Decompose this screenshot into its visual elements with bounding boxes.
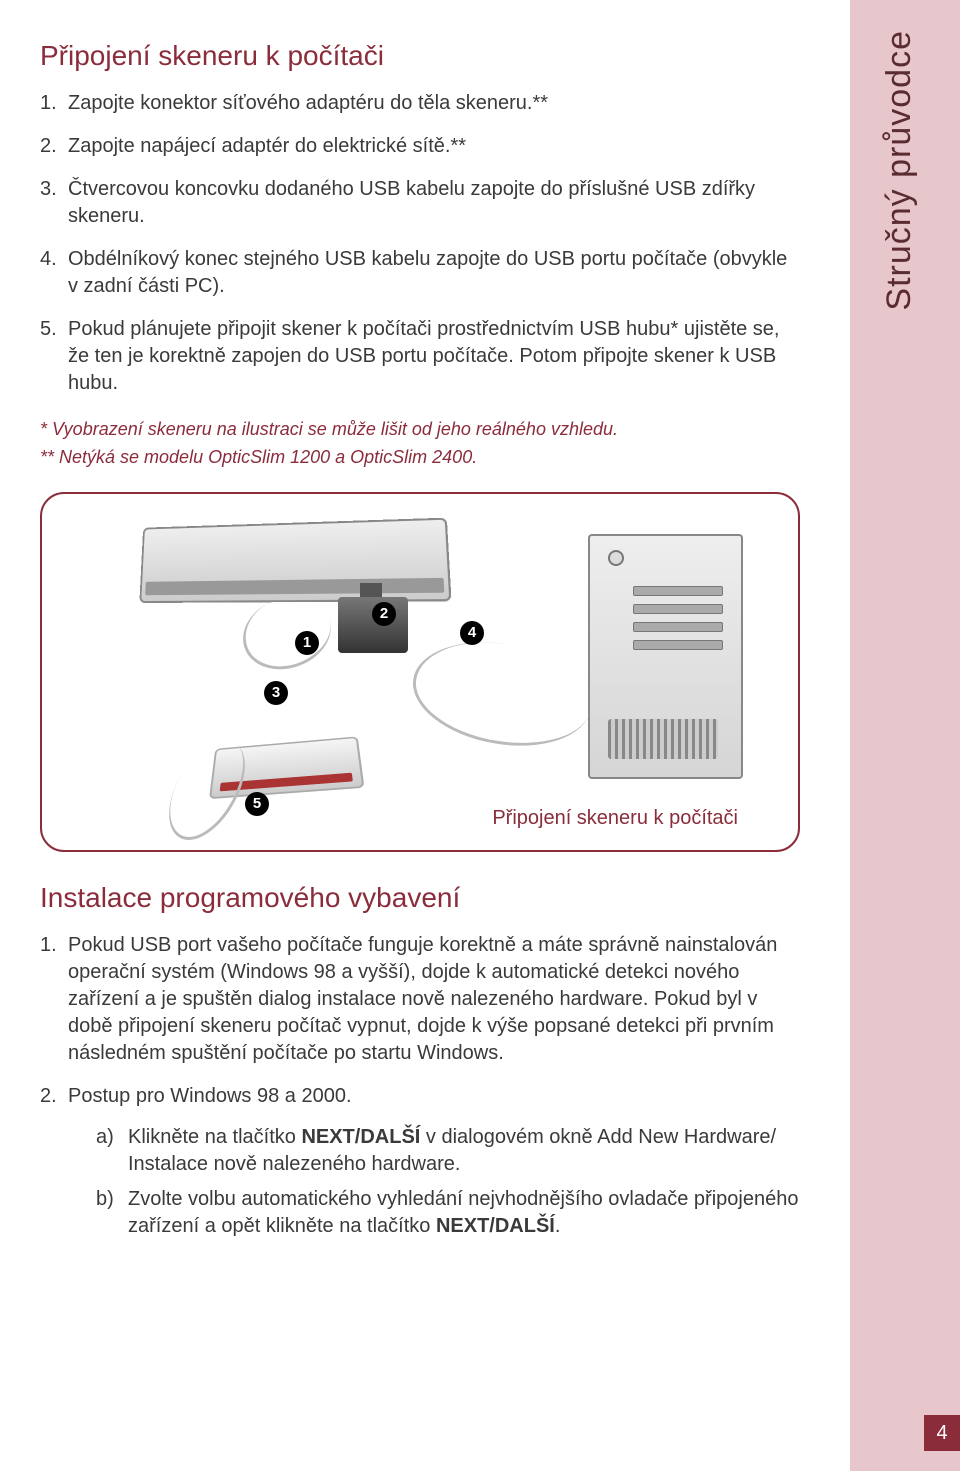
diagram-badge-5: 5 [245,792,269,816]
install-steps-list: Pokud USB port vašeho počítače funguje k… [40,932,800,1240]
connection-diagram: 1 2 3 4 5 Připojení skeneru k počítači [40,492,800,852]
sub-steps-list: a) Klikněte na tlačítko NEXT/DALŠÍ v dia… [68,1124,800,1240]
step-item: Pokud plánujete připojit skener k počíta… [40,316,800,397]
sidebar-tab-label: Stručný průvodce [880,30,919,311]
sub-step-text: . [555,1215,561,1237]
pc-illustration [588,534,743,779]
diagram-caption: Připojení skeneru k počítači [492,807,738,830]
sub-step-a: a) Klikněte na tlačítko NEXT/DALŠÍ v dia… [96,1124,800,1178]
sub-step-tag: a) [96,1124,114,1151]
bold-next: NEXT/DALŠÍ [301,1126,420,1148]
page-number: 4 [924,1415,960,1451]
step-item: Zapojte konektor síťového adaptéru do tě… [40,90,800,117]
footnote-1: * Vyobrazení skeneru na ilustraci se můž… [40,417,800,441]
section-title-connect: Připojení skeneru k počítači [40,40,800,72]
step-text: Postup pro Windows 98 a 2000. [68,1085,352,1107]
scanner-illustration [139,517,451,602]
sub-step-b: b) Zvolte volbu automatického vyhledání … [96,1186,800,1240]
diagram-badge-4: 4 [460,621,484,645]
section-title-install: Instalace programového vybavení [40,882,800,914]
footnote-2: ** Netýká se modelu OpticSlim 1200 a Opt… [40,445,800,469]
bold-next: NEXT/DALŠÍ [436,1215,555,1237]
sub-step-tag: b) [96,1186,114,1213]
step-item: Pokud USB port vašeho počítače funguje k… [40,932,800,1067]
power-adapter-illustration [338,597,408,653]
step-item: Postup pro Windows 98 a 2000. a) Kliknět… [40,1083,800,1240]
step-item: Zapojte napájecí adaptér do elektrické s… [40,133,800,160]
diagram-badge-2: 2 [372,602,396,626]
sub-step-text: Klikněte na tlačítko [128,1126,301,1148]
diagram-badge-1: 1 [295,631,319,655]
diagram-badge-3: 3 [264,681,288,705]
sidebar: Stručný průvodce 4 [850,0,960,1471]
main-column: Připojení skeneru k počítači Zapojte kon… [0,0,850,1471]
step-item: Čtvercovou koncovku dodaného USB kabelu … [40,176,800,230]
cable-illustration [405,629,600,759]
step-item: Obdélníkový konec stejného USB kabelu za… [40,246,800,300]
connect-steps-list: Zapojte konektor síťového adaptéru do tě… [40,90,800,397]
